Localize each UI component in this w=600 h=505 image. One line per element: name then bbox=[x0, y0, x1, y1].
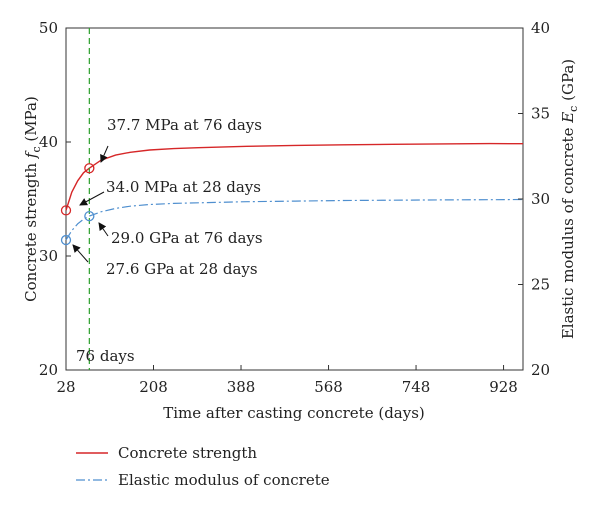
marker-modulus-76 bbox=[84, 210, 95, 222]
right-y-tick-label: 20 bbox=[531, 361, 550, 379]
annotation-arrow-modulus-76 bbox=[98, 222, 109, 237]
x-tick-label: 388 bbox=[227, 378, 256, 396]
annotation-modulus-28: 27.6 GPa at 28 days bbox=[106, 260, 258, 278]
annotation-modulus-76: 29.0 GPa at 76 days bbox=[111, 229, 263, 247]
right-y-axis-label: Elastic modulus of concrete Ec (GPa) bbox=[559, 59, 580, 339]
left-y-tick-label: 30 bbox=[39, 247, 58, 265]
plot-frame bbox=[65, 27, 524, 371]
x-tick-label: 208 bbox=[139, 378, 168, 396]
x-tick-label: 28 bbox=[56, 378, 75, 396]
legend-label-concrete-strength: Concrete strength bbox=[118, 444, 257, 462]
reference-line-label: 76 days bbox=[76, 347, 135, 365]
legend: Concrete strength Elastic modulus of con… bbox=[76, 444, 330, 489]
left-y-axis-ticks: 20 30 40 50 bbox=[39, 19, 71, 379]
left-y-axis-label: Concrete strength fc (MPa) bbox=[22, 96, 43, 302]
right-y-tick-label: 30 bbox=[531, 190, 550, 208]
left-y-tick-label: 50 bbox=[39, 19, 58, 37]
marker-modulus-28 bbox=[60, 234, 72, 246]
right-y-tick-label: 40 bbox=[531, 19, 550, 37]
annotation-arrow-strength-28 bbox=[79, 191, 105, 206]
concrete-strength-line bbox=[65, 142, 524, 211]
marker-strength-28 bbox=[60, 205, 72, 216]
x-axis-label: Time after casting concrete (days) bbox=[163, 404, 425, 422]
x-tick-label: 568 bbox=[314, 378, 343, 396]
annotation-arrow-strength-76 bbox=[100, 145, 109, 163]
x-axis-ticks: 28 208 388 568 748 928 bbox=[56, 365, 518, 396]
legend-label-elastic-modulus: Elastic modulus of concrete bbox=[118, 471, 330, 489]
right-y-tick-label: 25 bbox=[531, 276, 550, 294]
right-y-axis-ticks: 20 25 30 35 40 bbox=[518, 19, 550, 379]
annotation-strength-76: 37.7 MPa at 76 days bbox=[107, 116, 262, 134]
left-y-tick-label: 40 bbox=[39, 133, 58, 151]
x-tick-label: 748 bbox=[402, 378, 431, 396]
right-y-tick-label: 35 bbox=[531, 105, 550, 123]
annotation-arrow-modulus-28 bbox=[72, 244, 89, 263]
marker-strength-76 bbox=[84, 163, 95, 174]
elastic-modulus-line bbox=[65, 198, 524, 241]
x-tick-label: 928 bbox=[489, 378, 518, 396]
left-y-tick-label: 20 bbox=[39, 361, 58, 379]
annotation-strength-28: 34.0 MPa at 28 days bbox=[106, 178, 261, 196]
